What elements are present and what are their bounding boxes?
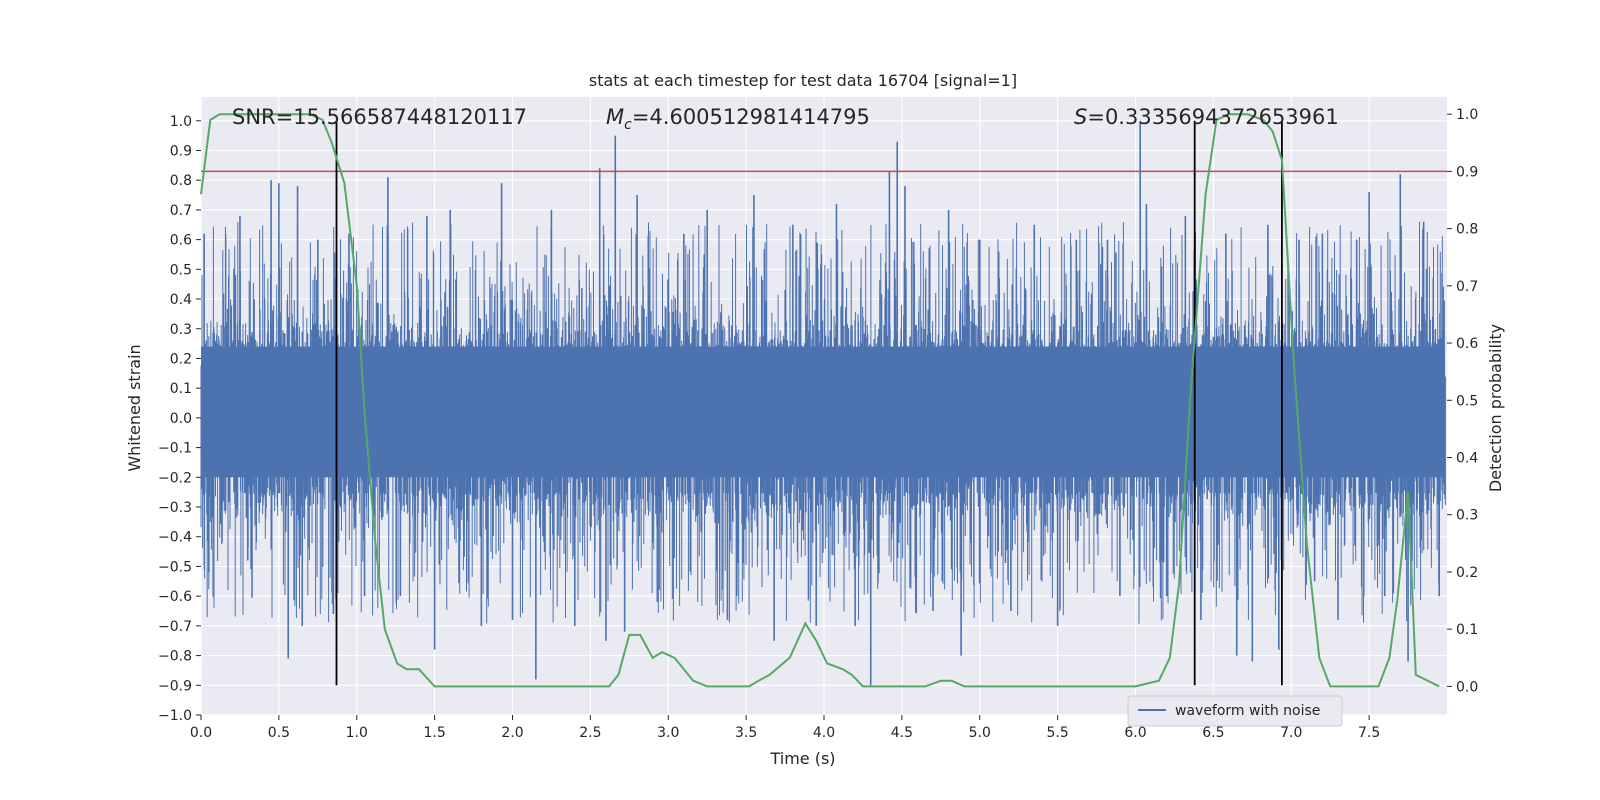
s-value: =0.3335694372653961 (1087, 105, 1338, 129)
ticks: 0.0 0.5 1.0 1.5 2.0 2.5 3.0 3.5 4.0 4.5 5.0 5.5 6.0 6… (158, 107, 1478, 741)
y-right-tick-label: 0.5 (1456, 393, 1478, 409)
y-tick-label: 0.1 (170, 381, 192, 397)
x-axis-label: Time (s) (769, 749, 835, 768)
x-tick-label: 1.0 (346, 725, 368, 741)
y-tick-label: −1.0 (158, 708, 192, 724)
y-right-tick-label: 0.0 (1456, 679, 1478, 695)
y-axis-label: Whitened strain (125, 344, 144, 471)
x-tick-label: 4.0 (813, 725, 835, 741)
waveform-series (200, 120, 1446, 686)
s-annotation: S=0.3335694372653961 (1074, 105, 1339, 129)
y-tick-label: 0.4 (170, 292, 192, 308)
y-right-tick-label: 0.1 (1456, 622, 1478, 638)
legend-label: waveform with noise (1175, 703, 1320, 719)
chirp-mass-symbol: M (606, 105, 624, 129)
probability-line (200, 113, 1440, 688)
x-tick-label: 5.0 (969, 725, 991, 741)
x-tick-label: 5.5 (1046, 725, 1068, 741)
legend-box (1127, 695, 1343, 727)
x-tick-label: 2.5 (579, 725, 601, 741)
probability-series (200, 113, 1440, 688)
y-tick-label: 0.3 (170, 322, 192, 338)
chirp-mass-subscript: c (624, 117, 632, 133)
y-tick-label: −0.3 (158, 500, 192, 516)
x-tick-label: 7.0 (1280, 725, 1302, 741)
waveform-dense-band (201, 346, 1445, 478)
y-right-tick-label: 0.6 (1456, 336, 1478, 352)
y-right-tick-label: 0.7 (1456, 279, 1478, 295)
x-tick-label: 3.0 (657, 725, 679, 741)
chirp-mass-annotation: Mc=4.600512981414795 (606, 105, 870, 133)
y-tick-label: −0.2 (158, 470, 192, 486)
y-tick-label: −0.5 (158, 559, 192, 575)
x-tick-label: 7.5 (1358, 725, 1380, 741)
x-tick-label: 4.5 (891, 725, 913, 741)
x-tick-label: 1.5 (423, 725, 445, 741)
y-right-tick-label: 0.4 (1456, 451, 1478, 467)
y-tick-label: 0.0 (170, 411, 192, 427)
y-tick-label: −0.8 (158, 649, 192, 665)
y-right-tick-label: 0.2 (1456, 565, 1478, 581)
x-tick-label: 0.0 (190, 725, 212, 741)
y-tick-label: 0.6 (170, 233, 192, 249)
x-tick-label: 3.5 (735, 725, 757, 741)
y-tick-label: 0.9 (170, 143, 192, 159)
y-tick-label: −0.4 (158, 530, 192, 546)
y-right-tick-label: 0.8 (1456, 222, 1478, 238)
y-tick-label: 0.7 (170, 203, 192, 219)
y-tick-label: 0.5 (170, 262, 192, 278)
x-tick-label: 6.5 (1202, 725, 1224, 741)
y-tick-label: −0.7 (158, 619, 192, 635)
y-right-tick-label: 0.3 (1456, 508, 1478, 524)
legend: waveform with noise (1127, 695, 1343, 727)
y-right-tick-label: 1.0 (1456, 107, 1478, 123)
x-tick-label: 0.5 (268, 725, 290, 741)
snr-annotation: SNR=15.566587448120117 (232, 105, 527, 129)
x-tick-label: 2.0 (501, 725, 523, 741)
y-tick-label: −0.6 (158, 589, 192, 605)
y-tick-label: 1.0 (170, 114, 192, 130)
chirp-mass-value: =4.600512981414795 (632, 105, 870, 129)
y-right-tick-label: 0.9 (1456, 164, 1478, 180)
y-tick-label: −0.9 (158, 678, 192, 694)
y-tick-label: −0.1 (158, 441, 192, 457)
x-tick-label: 6.0 (1124, 725, 1146, 741)
y-tick-label: 0.8 (170, 173, 192, 189)
y-right-axis-label: Detection probability (1486, 324, 1505, 492)
vertical-markers (335, 120, 1283, 686)
s-symbol: S (1074, 105, 1087, 129)
chart-title: stats at each timestep for test data 167… (589, 71, 1017, 90)
y-tick-label: 0.2 (170, 351, 192, 367)
